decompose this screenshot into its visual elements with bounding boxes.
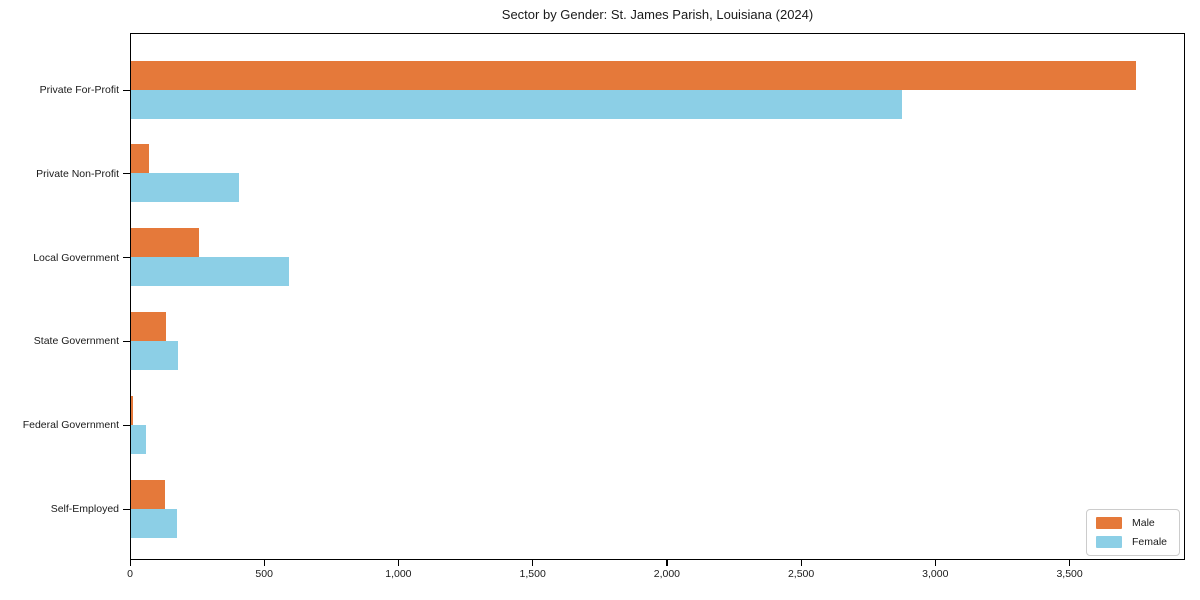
- plot-area: [130, 33, 1185, 560]
- x-tick-label-5: 2,500: [787, 568, 815, 580]
- y-tick-mark: [123, 340, 130, 343]
- bar-male-5: [131, 479, 166, 509]
- y-tick-label-0: Private For-Profit: [39, 84, 119, 96]
- y-tick-mark: [123, 257, 130, 259]
- bar-male-1: [131, 144, 149, 174]
- bar-female-4: [131, 424, 146, 454]
- x-tick-mark: [129, 560, 131, 566]
- x-tick-mark: [800, 560, 802, 566]
- y-tick-mark: [123, 89, 130, 91]
- legend: Male Female: [1085, 509, 1180, 556]
- x-tick-mark: [1069, 560, 1071, 566]
- bar-female-1: [131, 173, 239, 203]
- x-tick-label-6: 3,000: [922, 568, 949, 580]
- y-tick-mark: [123, 173, 130, 175]
- bar-male-3: [131, 311, 166, 341]
- y-axis: Private For-Profit Private Non-Profit Loca…: [0, 0, 130, 600]
- x-tick-label-7: 3,500: [1056, 568, 1083, 580]
- y-tick-label-2: Local Government: [33, 251, 119, 264]
- x-tick-label-4: 2,000: [653, 568, 681, 580]
- x-tick-mark: [263, 560, 265, 566]
- x-tick-label-2: 1,000: [385, 568, 412, 580]
- bar-male-4: [131, 395, 133, 425]
- y-tick-label-4: Federal Government: [22, 419, 119, 432]
- legend-label-male: Male: [1131, 517, 1155, 529]
- bar-female-2: [131, 257, 289, 287]
- x-tick-mark: [934, 560, 936, 566]
- bar-female-0: [131, 89, 902, 119]
- x-tick-mark: [532, 560, 534, 566]
- legend-entry-male: Male: [1095, 517, 1167, 529]
- chart-title: Sector by Gender: St. James Parish, Loui…: [501, 7, 814, 22]
- x-tick-label-3: 1,500: [519, 568, 546, 580]
- bar-female-3: [131, 340, 179, 370]
- y-tick-label-5: Self-Employed: [50, 503, 119, 515]
- x-tick-label-1: 500: [255, 568, 273, 580]
- x-tick-mark: [397, 560, 400, 566]
- bar-female-5: [131, 508, 178, 538]
- bar-male-2: [131, 228, 199, 258]
- female-swatch: [1095, 536, 1122, 548]
- bar-male-0: [131, 60, 1136, 90]
- y-tick-label-3: State Government: [33, 335, 119, 348]
- y-tick-label-1: Private Non-Profit: [36, 167, 119, 180]
- x-tick-label-0: 0: [127, 568, 133, 580]
- male-swatch: [1095, 517, 1122, 529]
- y-tick-mark: [123, 424, 130, 426]
- legend-label-female: Female: [1131, 536, 1167, 548]
- legend-entry-female: Female: [1095, 536, 1167, 548]
- y-tick-mark: [123, 508, 130, 510]
- x-tick-mark: [666, 560, 668, 566]
